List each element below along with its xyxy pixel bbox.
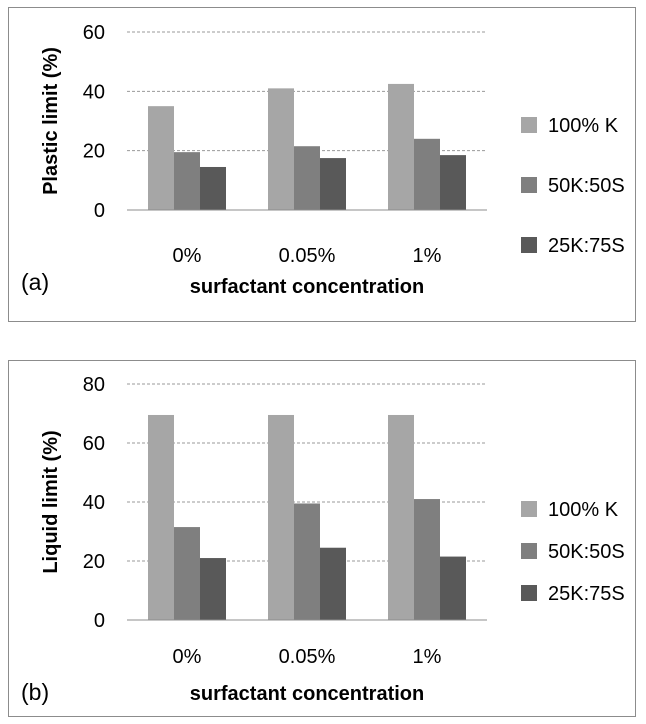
legend-swatch — [521, 177, 537, 193]
legend-label: 50K:50S — [548, 541, 625, 563]
bar — [320, 547, 346, 620]
chart-panel-a: 0 20 40 60 0% 0.05% 1% Plastic limit (%) surf… — [8, 7, 636, 322]
y-tick-label: 60 — [83, 433, 105, 455]
legend-swatch — [521, 237, 537, 253]
bar — [174, 152, 200, 210]
x-axis-title: surfactant concentration — [190, 683, 424, 705]
legend-label: 50K:50S — [548, 175, 625, 197]
legend: 100% K 50K:50S 25K:75S — [521, 499, 625, 605]
y-axis-title: Plastic limit (%) — [40, 47, 62, 195]
legend: 100% K 50K:50S 25K:75S — [521, 115, 625, 257]
bar — [414, 138, 440, 210]
bar — [268, 414, 294, 620]
legend-label: 25K:75S — [548, 235, 625, 257]
y-tick-label: 20 — [83, 141, 105, 163]
legend-swatch — [521, 585, 537, 601]
bar — [174, 527, 200, 620]
bar — [440, 556, 466, 620]
bar — [294, 503, 320, 620]
bar — [148, 106, 174, 210]
bar — [200, 166, 226, 210]
legend-swatch — [521, 117, 537, 133]
y-tick-label: 60 — [83, 22, 105, 44]
x-tick-label: 0% — [173, 646, 202, 668]
y-tick-label: 20 — [83, 551, 105, 573]
bar — [294, 146, 320, 210]
y-ticks: 0 20 40 60 — [83, 22, 105, 222]
y-tick-label: 40 — [83, 81, 105, 103]
bar — [388, 83, 414, 210]
chart-panel-b: 0 20 40 60 80 0% 0.05% 1% Liquid limit (%) sur… — [8, 360, 636, 717]
x-tick-label: 0.05% — [279, 646, 336, 668]
gridlines — [127, 31, 487, 152]
x-tick-label: 1% — [413, 646, 442, 668]
bar — [268, 88, 294, 210]
panel-label: (a) — [21, 269, 49, 295]
bar — [200, 558, 226, 620]
y-tick-label: 0 — [94, 200, 105, 222]
bar — [148, 414, 174, 620]
bars-group — [148, 83, 466, 210]
x-tick-label: 0.05% — [279, 245, 336, 267]
y-axis-title: Liquid limit (%) — [40, 430, 62, 573]
x-ticks: 0% 0.05% 1% — [173, 245, 442, 267]
bars-group — [148, 414, 466, 620]
legend-swatch — [521, 501, 537, 517]
y-tick-label: 0 — [94, 610, 105, 632]
bar — [388, 414, 414, 620]
x-tick-label: 0% — [173, 245, 202, 267]
x-tick-label: 1% — [413, 245, 442, 267]
chart-a-svg: 0 20 40 60 0% 0.05% 1% Plastic limit (%) surf… — [21, 22, 625, 298]
bar — [320, 158, 346, 210]
x-ticks: 0% 0.05% 1% — [173, 646, 442, 668]
y-tick-label: 40 — [83, 492, 105, 514]
x-axis-title: surfactant concentration — [190, 276, 424, 298]
bar — [440, 155, 466, 210]
panel-label: (b) — [21, 679, 49, 705]
bar — [414, 499, 440, 620]
legend-swatch — [521, 543, 537, 559]
chart-b-svg: 0 20 40 60 80 0% 0.05% 1% Liquid limit (%) sur… — [21, 374, 625, 705]
y-ticks: 0 20 40 60 80 — [83, 374, 105, 632]
legend-label: 25K:75S — [548, 583, 625, 605]
y-tick-label: 80 — [83, 374, 105, 396]
legend-label: 100% K — [548, 499, 619, 521]
legend-label: 100% K — [548, 115, 619, 137]
